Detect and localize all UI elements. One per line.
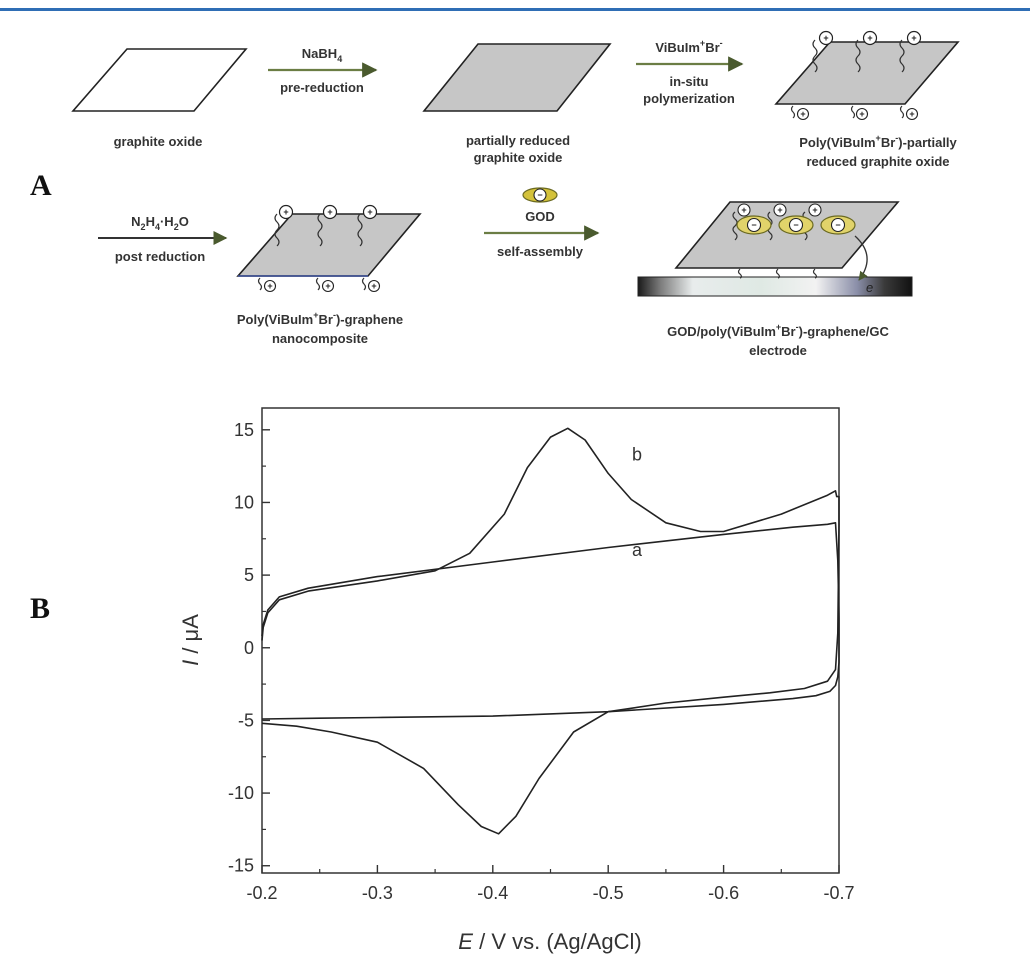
cation-group-bottom-2: + + + [263, 279, 381, 293]
x-tick-label: -0.2 [246, 883, 277, 903]
god-on-electrode-icons: − − − [736, 215, 856, 235]
reagent-nabh4: NaBH4 [302, 46, 342, 64]
x-axis-label: E / V vs. (Ag/AgCl) [458, 929, 641, 954]
reagent-hydrazine: N2H4·H2O [131, 214, 189, 232]
svg-text:+: + [327, 207, 332, 217]
svg-text:+: + [867, 33, 872, 43]
label-post-reduction: post reduction [115, 249, 205, 264]
curve-label-a: a [632, 540, 643, 560]
caption-graphite-oxide: graphite oxide [114, 134, 203, 149]
svg-text:+: + [325, 281, 330, 291]
god-enzyme-icon: − [522, 187, 558, 203]
caption-poly-partially-1: Poly(ViBuIm+Br-)-partially [799, 133, 957, 150]
y-tick-label: -5 [238, 710, 254, 730]
partially-reduced-sheet [422, 43, 612, 112]
electron-transfer-arrow [854, 235, 868, 281]
y-tick-label: 10 [234, 492, 254, 512]
svg-text:+: + [909, 109, 914, 119]
caption-poly-partially-2: reduced graphite oxide [806, 154, 949, 169]
cation-group-top-2: + + + [278, 204, 378, 220]
x-tick-label: -0.5 [593, 883, 624, 903]
caption-partially-reduced-1: partially reduced [466, 133, 570, 148]
electrode-links [737, 268, 818, 279]
svg-text:+: + [741, 205, 746, 215]
y-tick-label: -10 [228, 783, 254, 803]
cation-group-bottom-1: + + + [796, 107, 919, 121]
y-axis-ticks: 15 10 5 0 -5 -10 -15 [228, 420, 270, 876]
svg-text:+: + [777, 205, 782, 215]
label-self-assembly: self-assembly [497, 244, 584, 259]
reagent-god: GOD [525, 209, 555, 224]
graphene-nanocomposite-sheet [236, 213, 422, 277]
curve-annotations: ab [632, 444, 643, 560]
panel-letter-b: B [30, 592, 50, 625]
svg-text:+: + [267, 281, 272, 291]
y-axis-label: I / μA [178, 614, 203, 666]
cv-curve-b [261, 427, 840, 835]
svg-text:+: + [911, 33, 916, 43]
x-tick-label: -0.4 [477, 883, 508, 903]
svg-text:−: − [793, 220, 798, 230]
svg-text:+: + [371, 281, 376, 291]
y-tick-label: 15 [234, 420, 254, 440]
label-in-situ: in-situ [670, 74, 709, 89]
label-pre-reduction: pre-reduction [280, 80, 364, 95]
polymer-chains-top-1 [812, 39, 905, 73]
y-tick-label: 0 [244, 638, 254, 658]
y-tick-label: -15 [228, 856, 254, 876]
caption-partially-reduced-2: graphite oxide [474, 150, 563, 165]
x-tick-label: -0.3 [362, 883, 393, 903]
poly-partially-reduced-sheet [774, 41, 960, 105]
cv-curve-a [261, 522, 840, 720]
x-axis-ticks: -0.2 -0.3 -0.4 -0.5 -0.6 -0.7 [246, 865, 855, 903]
electron-label: e [866, 280, 873, 295]
cation-group-electrode: + + + [737, 203, 822, 217]
panel-letter-a: A [30, 169, 52, 202]
caption-god-electrode-2: electrode [749, 343, 807, 358]
caption-god-electrode-1: GOD/poly(ViBuIm+Br-)-graphene/GC [667, 322, 889, 339]
svg-text:+: + [823, 33, 828, 43]
svg-text:−: − [751, 220, 756, 230]
label-polymerization: polymerization [643, 91, 735, 106]
y-tick-label: 5 [244, 565, 254, 585]
plot-frame [261, 407, 840, 874]
curve-label-b: b [632, 444, 642, 464]
top-rule [0, 8, 1030, 11]
gc-electrode-bar [637, 276, 913, 297]
svg-text:+: + [800, 109, 805, 119]
scheme-panel-a: A + + + + + + NaBH4 pre-reduction ViBuIm… [30, 30, 960, 358]
graphite-oxide-sheet [71, 48, 248, 112]
x-tick-label: -0.7 [823, 883, 854, 903]
polymer-chains-top-2 [274, 213, 363, 247]
svg-text:−: − [537, 190, 542, 200]
electrode-graphene-sheet [674, 201, 900, 269]
cation-group-top-1: + + + [818, 30, 922, 46]
svg-text:+: + [367, 207, 372, 217]
caption-graphene-nanocomposite-1: Poly(ViBuIm+Br-)-graphene [237, 310, 403, 327]
x-tick-label: -0.6 [708, 883, 739, 903]
cv-curves [261, 427, 840, 835]
svg-text:−: − [835, 220, 840, 230]
polymer-chains-bottom-2 [257, 277, 367, 291]
caption-graphene-nanocomposite-2: nanocomposite [272, 331, 368, 346]
svg-text:+: + [812, 205, 817, 215]
polymer-chains-bottom-1 [790, 105, 905, 119]
svg-text:+: + [859, 109, 864, 119]
svg-text:+: + [283, 207, 288, 217]
reagent-vibuim: ViBuIm+Br- [655, 38, 722, 55]
